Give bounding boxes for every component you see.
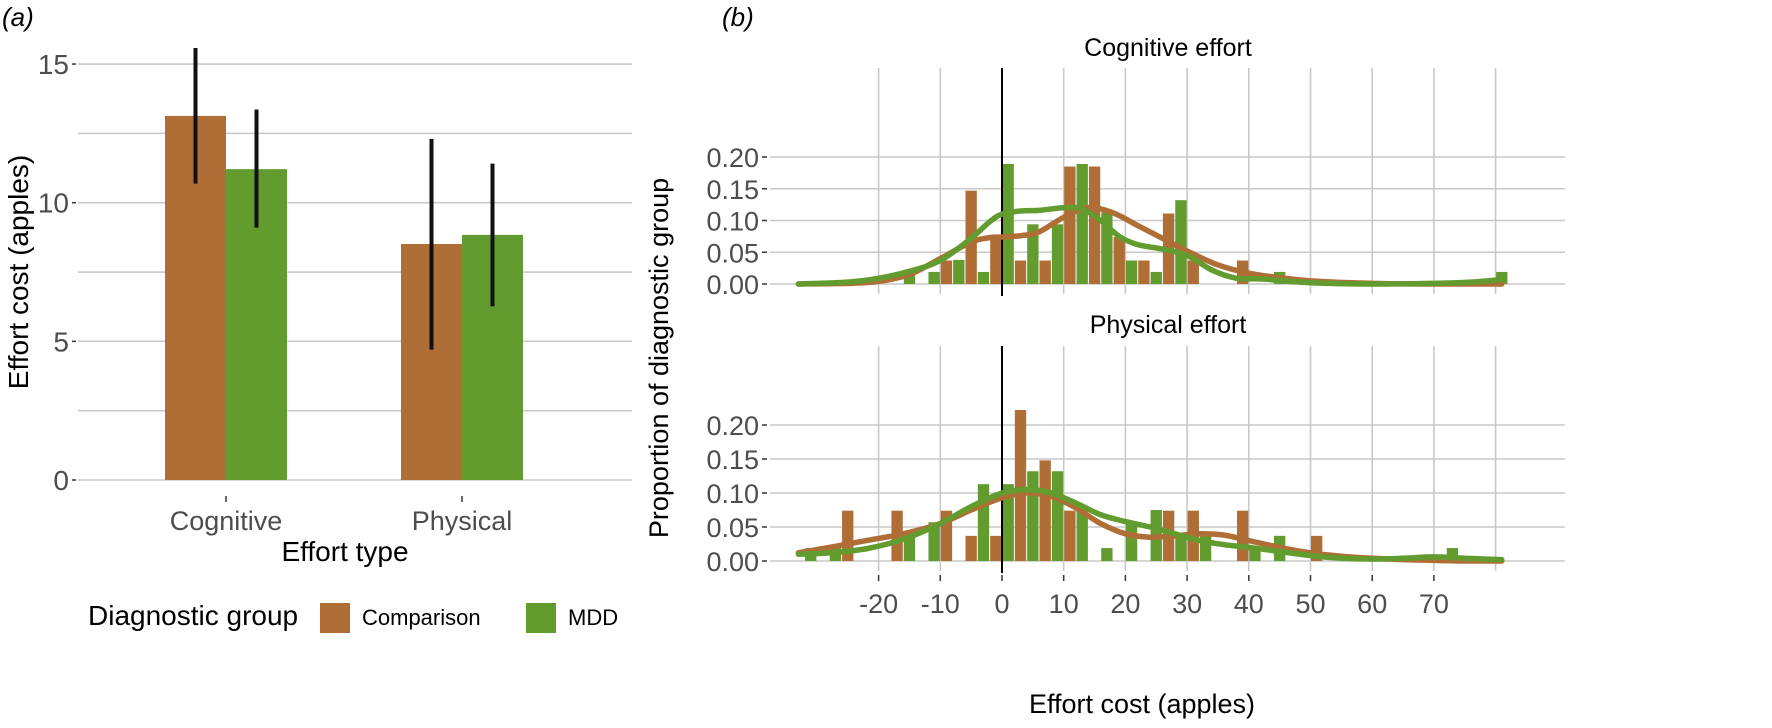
histogram-bar-comparison — [1187, 260, 1199, 284]
panel-a-bars — [165, 115, 523, 481]
histogram-bar-mdd — [1002, 163, 1014, 284]
histogram-bar-comparison — [1014, 260, 1027, 284]
histogram-bar-comparison — [1138, 260, 1150, 284]
histogram-bar-mdd — [977, 271, 990, 284]
facet-title-physical: Physical effort — [1090, 311, 1247, 339]
density-line-mdd — [795, 204, 1505, 287]
histogram-bar-mdd — [953, 259, 965, 284]
histogram-bar-mdd — [1150, 271, 1162, 284]
x-tick-label: Physical — [412, 506, 513, 536]
histogram-bar-mdd — [1101, 548, 1113, 561]
y-tick-label: 0.20 — [706, 411, 759, 441]
histogram-bar-mdd — [928, 271, 940, 284]
histogram-bar-comparison — [1064, 166, 1076, 284]
x-tick-label: 10 — [1049, 589, 1079, 619]
histogram-bar-mdd — [1199, 535, 1212, 561]
y-tick-label: 0.15 — [706, 445, 759, 475]
facet-physical-effort: Physical effort 0.00 0.05 0.10 0.15 0.20 — [706, 311, 1565, 577]
y-tick-label: 0.05 — [706, 513, 759, 543]
x-tick-label: 60 — [1357, 589, 1387, 619]
panel-b-y-axis-title: Proportion of diagnostic group — [644, 178, 674, 538]
histogram-bar-mdd — [1125, 522, 1138, 561]
legend-swatch-comparison — [320, 603, 350, 633]
histogram-bar-comparison — [1039, 260, 1051, 284]
legend-title: Diagnostic group — [88, 600, 298, 631]
legend-swatch-mdd — [526, 603, 556, 633]
y-tick-label: 0.05 — [706, 238, 759, 268]
panel-a-error-bars — [193, 47, 495, 350]
x-tick-label: -10 — [921, 589, 960, 619]
panel-b-x-axis-title: Effort cost (apples) — [1029, 689, 1255, 719]
facet-cognitive-effort: Cognitive effort 0.000.050.100.150.20 — [706, 34, 1565, 300]
histogram-bar-mdd — [1125, 260, 1138, 284]
y-tick-label: 0.10 — [706, 479, 759, 509]
legend-label-mdd: MDD — [568, 605, 618, 630]
x-tick-label: 0 — [994, 589, 1009, 619]
histogram-bar-comparison — [990, 535, 1002, 561]
histogram-bar-mdd — [1446, 548, 1459, 561]
x-tick-label: -20 — [859, 589, 898, 619]
y-tick-label: 0.20 — [706, 143, 759, 173]
facet-title-cognitive: Cognitive effort — [1084, 34, 1252, 62]
y-tick-label: 5 — [53, 326, 69, 357]
y-tick-label: 0.00 — [706, 270, 759, 300]
panel-a-x-axis-title: Effort type — [281, 536, 408, 567]
histogram-bar-comparison — [1113, 237, 1125, 284]
legend-label-comparison: Comparison — [362, 605, 481, 630]
x-tick-label: 30 — [1172, 589, 1202, 619]
histogram-bar-comparison — [1014, 410, 1027, 561]
histogram-bar-comparison — [1064, 510, 1076, 561]
x-tick-label: 40 — [1234, 589, 1264, 619]
histogram-bar-comparison — [965, 535, 977, 561]
histogram-bar-mdd — [1051, 224, 1064, 284]
histogram-bar-comparison — [842, 510, 854, 561]
panel-a-y-ticks: 0 5 10 15 — [38, 49, 76, 496]
histogram-bar-comparison — [940, 510, 953, 561]
histogram-bar-mdd — [1076, 510, 1088, 561]
y-tick-label: 10 — [38, 188, 69, 219]
histogram-bar-mdd — [1076, 163, 1088, 284]
y-tick-label: 0.10 — [706, 207, 759, 237]
histogram-bar-comparison — [1236, 510, 1249, 561]
histogram-bar-mdd — [1249, 548, 1261, 561]
histogram-bar-comparison — [1311, 535, 1323, 561]
density-line-mdd — [795, 486, 1505, 563]
panel-a-gridlines — [78, 63, 632, 481]
y-tick-label: 15 — [38, 49, 69, 80]
histogram-bar-mdd — [928, 522, 940, 561]
histogram-bar-mdd — [1002, 484, 1014, 561]
x-tick-label: 50 — [1295, 589, 1325, 619]
x-tick-label: 20 — [1110, 589, 1140, 619]
histogram-bar-mdd — [1101, 212, 1113, 284]
histogram-bar-mdd — [903, 271, 916, 284]
histogram-bar-comparison — [940, 260, 953, 284]
panel-a-y-axis-title: Effort cost (apples) — [3, 155, 34, 389]
histogram-bar-mdd — [1051, 471, 1064, 561]
histogram-bar-comparison — [990, 236, 1002, 284]
histogram-bar-mdd — [1175, 535, 1187, 561]
y-tick-label: 0 — [53, 465, 69, 496]
panel-b-histograms: (b) Cognitive effort 0.000.050.100.150.2… — [644, 2, 1565, 719]
panel-a-label: (a) — [2, 2, 34, 32]
y-tick-label: 0.15 — [706, 175, 759, 205]
legend: Diagnostic group Comparison MDD — [88, 600, 618, 633]
histogram-bar-mdd — [1175, 200, 1187, 284]
histogram-bar-mdd — [1027, 471, 1039, 561]
histogram-bar-comparison — [1039, 460, 1051, 561]
histogram-bar-mdd — [1027, 224, 1039, 284]
panel-a-bar-chart: (a) 0 5 10 15 Cognitive Physical Effort cost… — [2, 2, 632, 567]
x-tick-label: Cognitive — [170, 506, 283, 536]
panel-a-x-ticks: Cognitive Physical — [170, 496, 513, 536]
x-tick-label: 70 — [1419, 589, 1449, 619]
y-tick-label: 0.00 — [706, 547, 759, 577]
histogram-bar-mdd — [903, 535, 916, 561]
histogram-bar-comparison — [1088, 166, 1101, 284]
panel-b-label: (b) — [722, 2, 754, 32]
panel-b-x-ticks: -20 -10 0 10 20 30 40 50 60 70 — [859, 575, 1449, 619]
histogram-bar-mdd — [977, 484, 990, 561]
